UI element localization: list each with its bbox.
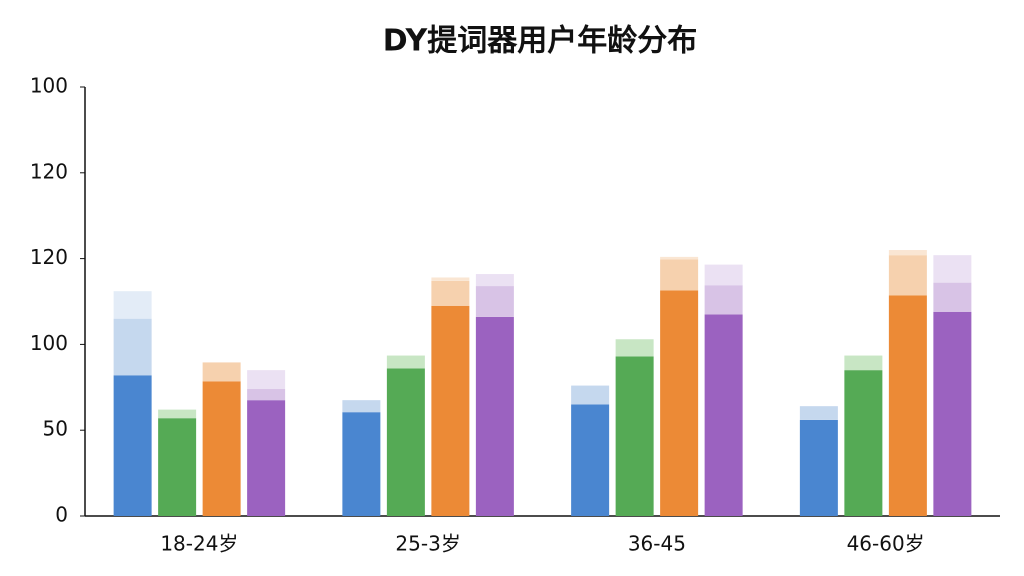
bar-segment: [799, 419, 838, 516]
bar-segment: [888, 250, 927, 256]
bar-segment: [158, 409, 197, 419]
y-tick-label: 0: [55, 503, 68, 527]
x-tick-label: 18-24岁: [160, 532, 238, 556]
bar-segment: [475, 316, 514, 516]
bar-segment: [158, 418, 197, 516]
y-tick-label: 120: [30, 245, 68, 269]
y-tick-label: 100: [30, 74, 68, 98]
bar-segment: [933, 311, 972, 516]
bar-segment: [202, 381, 241, 516]
bar-segment: [660, 256, 699, 260]
chart-title: DY提词器用户年龄分布: [383, 24, 697, 59]
bar-segment: [844, 370, 883, 516]
bar-segment: [342, 412, 381, 516]
bar-segment: [933, 255, 972, 283]
bar-segment: [475, 274, 514, 287]
y-tick-label: 100: [30, 331, 68, 355]
bar-segment: [342, 400, 381, 413]
bar-segment: [933, 282, 972, 312]
bar-segment: [888, 295, 927, 516]
bar-segment: [888, 255, 927, 296]
x-tick-label: 36-45: [628, 532, 686, 556]
x-tick-label: 25-3岁: [395, 532, 460, 556]
bar-segment: [660, 290, 699, 516]
y-tick-label: 50: [43, 417, 68, 441]
bar-segment: [431, 280, 470, 306]
x-tick-label: 46-60岁: [847, 532, 925, 556]
bar-segment: [615, 339, 654, 357]
bar-segment: [247, 389, 286, 401]
bar-segment: [386, 368, 425, 516]
bar-segment: [113, 375, 152, 516]
bar-segment: [113, 318, 152, 376]
bar-segment: [571, 385, 610, 405]
bar-segment: [615, 356, 654, 516]
bar-segment: [844, 355, 883, 371]
bar-segment: [247, 400, 286, 516]
bar-segment: [247, 370, 286, 390]
bar-segment: [704, 264, 743, 286]
bar-segment: [386, 355, 425, 369]
bar-segment: [431, 277, 470, 281]
bar-segment: [202, 362, 241, 382]
y-tick-label: 120: [30, 159, 68, 183]
bar-segment: [571, 404, 610, 516]
bar-segment: [660, 259, 699, 291]
bar-segment: [704, 285, 743, 315]
bar-segment: [799, 406, 838, 420]
bar-segment: [475, 286, 514, 317]
bar-segment: [704, 314, 743, 516]
bar-segment: [431, 305, 470, 516]
bar-segment: [113, 291, 152, 319]
